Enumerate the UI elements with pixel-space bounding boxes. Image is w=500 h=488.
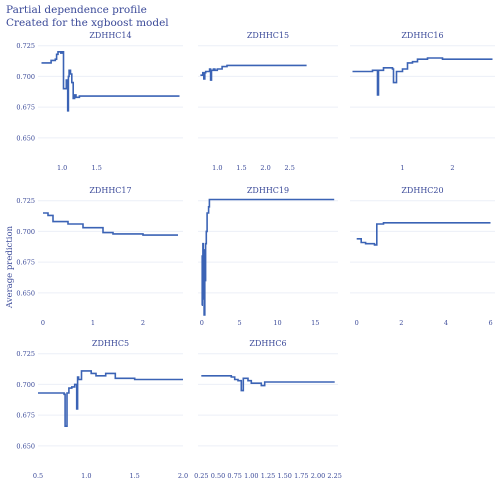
x-tick-label: 2.0 xyxy=(260,164,270,172)
panel-zdhhc5: ZDHHC5 0.650 0.675 0.700 0.725 0.5 1.0 1.5 2.0 xyxy=(16,339,188,480)
panel-zdhhc14: ZDHHC14 0.650 0.675 0.700 0.725 1.0 1.5 xyxy=(16,31,183,172)
x-tick-label: 0 xyxy=(200,319,204,327)
series-line xyxy=(200,64,307,81)
y-tick-label: 0.675 xyxy=(16,412,35,420)
chart-subtitle: Created for the xgboost model xyxy=(6,17,169,29)
panel-zdhhc15: ZDHHC15 1.0 1.5 2.0 2.5 xyxy=(198,31,338,172)
panel-title: ZDHHC14 xyxy=(89,31,131,40)
x-tick-label: 1.5 xyxy=(236,164,246,172)
x-tick-label: 1.5 xyxy=(92,164,102,172)
x-tick-label: 0 xyxy=(41,319,45,327)
x-tick-label: 1.00 xyxy=(244,472,258,480)
series-line xyxy=(38,370,183,427)
panel-zdhhc19: ZDHHC19 0 5 10 15 xyxy=(198,186,338,327)
x-tick-label: 1.25 xyxy=(261,472,275,480)
x-tick-label: 0 xyxy=(355,319,359,327)
x-tick-label: 2 xyxy=(399,319,403,327)
panel-title: ZDHHC20 xyxy=(401,186,443,195)
panel-zdhhc16: ZDHHC16 1 2 xyxy=(350,31,495,172)
panel-title: ZDHHC5 xyxy=(92,339,129,348)
x-tick-label: 15 xyxy=(311,319,319,327)
x-tick-label: 2.0 xyxy=(178,472,188,480)
x-tick-label: 1 xyxy=(91,319,95,327)
x-tick-label: 0.25 xyxy=(194,472,208,480)
x-tick-label: 4 xyxy=(444,319,448,327)
x-tick-label: 0.50 xyxy=(211,472,225,480)
y-tick-label: 0.650 xyxy=(16,134,35,142)
y-tick-label: 0.725 xyxy=(16,42,35,50)
series-line xyxy=(201,198,335,316)
x-tick-label: 2.00 xyxy=(311,472,325,480)
y-tick-label: 0.650 xyxy=(16,442,35,450)
x-tick-label: 2.5 xyxy=(285,164,295,172)
x-tick-label: 5 xyxy=(238,319,242,327)
x-tick-label: 1.0 xyxy=(57,164,67,172)
y-tick-label: 0.675 xyxy=(16,104,35,112)
series-line xyxy=(201,375,335,392)
y-tick-label: 0.725 xyxy=(16,197,35,205)
x-tick-label: 10 xyxy=(273,319,281,327)
x-tick-label: 1.5 xyxy=(129,472,139,480)
panel-title: ZDHHC19 xyxy=(247,186,289,195)
x-tick-label: 0.75 xyxy=(227,472,241,480)
y-tick-label: 0.675 xyxy=(16,259,35,267)
x-tick-label: 1.50 xyxy=(277,472,291,480)
x-tick-label: 2 xyxy=(141,319,145,327)
x-tick-label: 0.5 xyxy=(33,472,43,480)
y-tick-label: 0.725 xyxy=(16,350,35,358)
panel-title: ZDHHC17 xyxy=(89,186,131,195)
panel-title: ZDHHC16 xyxy=(401,31,443,40)
series-line xyxy=(41,51,180,112)
series-line xyxy=(356,222,491,246)
chart-title: Partial dependence profile xyxy=(6,4,147,16)
y-tick-label: 0.700 xyxy=(16,228,35,236)
panel-title: ZDHHC6 xyxy=(249,339,286,348)
series-line xyxy=(352,57,493,96)
panel-zdhhc20: ZDHHC20 0 2 4 6 xyxy=(350,186,495,327)
y-tick-label: 0.650 xyxy=(16,289,35,297)
x-tick-label: 2.25 xyxy=(327,472,341,480)
y-tick-label: 0.700 xyxy=(16,73,35,81)
x-tick-label: 2 xyxy=(450,164,454,172)
y-tick-label: 0.700 xyxy=(16,381,35,389)
x-tick-label: 1.0 xyxy=(81,472,91,480)
panel-title: ZDHHC15 xyxy=(247,31,289,40)
panel-zdhhc17: ZDHHC17 0.650 0.675 0.700 0.725 0 1 2 xyxy=(16,186,183,327)
x-tick-label: 6 xyxy=(488,319,492,327)
x-tick-label: 1 xyxy=(400,164,404,172)
series-line xyxy=(43,212,178,236)
x-tick-label: 1.75 xyxy=(294,472,308,480)
panel-zdhhc6: ZDHHC6 0.25 0.50 0.75 1.00 1.25 1.50 1.75 2.00 2.… xyxy=(194,339,342,480)
x-tick-label: 1.0 xyxy=(212,164,222,172)
